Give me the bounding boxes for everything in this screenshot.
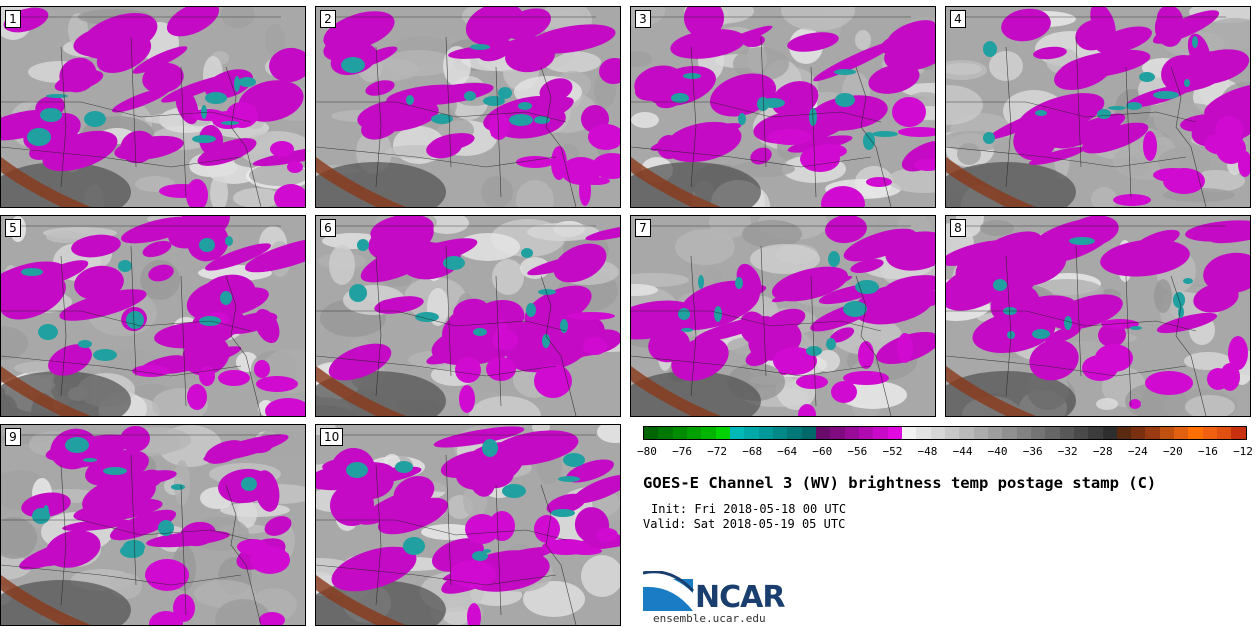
colorbar-segment	[701, 427, 716, 439]
colorbar-segment	[930, 427, 945, 439]
colorbar-segment	[787, 427, 802, 439]
postage-stamp-panel-2: 2	[315, 6, 621, 208]
colorbar-tick-label: −24	[1127, 445, 1148, 458]
ncar-logo	[643, 571, 695, 611]
colorbar-segment	[901, 427, 917, 439]
colorbar-tick-label: −72	[707, 445, 728, 458]
colorbar-tick-label: −48	[917, 445, 938, 458]
colorbar-segment	[644, 427, 659, 439]
wv-map-image	[316, 425, 620, 625]
colorbar-segment	[830, 427, 845, 439]
panel-number-label: 7	[635, 219, 651, 237]
valid-time: Valid: Sat 2018-05-19 05 UTC	[643, 517, 846, 531]
wv-map-image	[631, 7, 935, 207]
colorbar	[643, 426, 1247, 440]
colorbar-segment	[1159, 427, 1175, 439]
colorbar-segment	[844, 427, 859, 439]
colorbar-segment	[758, 427, 773, 439]
colorbar-tick-labels: −80 −76 −72 −68 −64 −60 −56 −52 −48 −44 −40 −36 −32 −…	[637, 445, 1253, 461]
postage-stamp-panel-4: 4	[945, 6, 1251, 208]
colorbar-segment	[1016, 427, 1031, 439]
postage-stamp-panel-7: 7	[630, 215, 936, 417]
colorbar-segment	[658, 427, 673, 439]
colorbar-segment	[887, 427, 902, 439]
colorbar-segment	[1131, 427, 1146, 439]
colorbar-segment	[1202, 427, 1218, 439]
colorbar-tick-label: −32	[1057, 445, 1078, 458]
panel-number-label: 8	[950, 219, 966, 237]
colorbar-tick-label: −44	[952, 445, 973, 458]
panel-number-label: 2	[320, 10, 336, 28]
colorbar-segment	[801, 427, 816, 439]
colorbar-tick-label: −16	[1198, 445, 1218, 458]
colorbar-segment	[1030, 427, 1046, 439]
colorbar-segment	[944, 427, 960, 439]
colorbar-tick-label: −56	[847, 445, 868, 458]
postage-stamp-panel-1: 1	[0, 6, 306, 208]
postage-stamp-panel-9: 9	[0, 424, 306, 626]
colorbar-segment	[1088, 427, 1103, 439]
colorbar-segment	[987, 427, 1003, 439]
wv-map-image	[316, 7, 620, 207]
panel-number-label: 6	[320, 219, 336, 237]
init-time: Init: Fri 2018-05-18 00 UTC	[651, 502, 847, 516]
colorbar-segment	[858, 427, 874, 439]
colorbar-tick-label: −64	[777, 445, 798, 458]
ncar-logo-text: NCAR	[695, 580, 785, 615]
colorbar-segment	[1116, 427, 1132, 439]
colorbar-segment	[873, 427, 888, 439]
colorbar-tick-label: −28	[1092, 445, 1113, 458]
postage-stamp-panel-10: 10	[315, 424, 621, 626]
panel-number-label: 5	[5, 219, 21, 237]
colorbar-tick-label: −40	[987, 445, 1008, 458]
colorbar-segment	[916, 427, 931, 439]
colorbar-segment	[1217, 427, 1232, 439]
figure-title: GOES-E Channel 3 (WV) brightness temp po…	[643, 474, 1157, 492]
postage-stamp-panel-5: 5	[0, 215, 306, 417]
colorbar-segment	[815, 427, 831, 439]
colorbar-tick-label: −80	[637, 445, 657, 458]
colorbar-tick-label: −68	[742, 445, 763, 458]
colorbar-segment	[1174, 427, 1189, 439]
colorbar-segment	[1002, 427, 1017, 439]
panel-number-label: 4	[950, 10, 966, 28]
colorbar-tick-label: −12	[1233, 445, 1253, 458]
colorbar-segment	[1188, 427, 1203, 439]
source-url: ensemble.ucar.edu	[653, 612, 766, 625]
colorbar-segment	[672, 427, 687, 439]
colorbar-tick-label: −76	[672, 445, 692, 458]
colorbar-tick-label: −60	[812, 445, 833, 458]
colorbar-tick-label: −36	[1022, 445, 1043, 458]
colorbar-segment	[1145, 427, 1160, 439]
colorbar-segment	[772, 427, 788, 439]
wv-map-image	[946, 7, 1250, 207]
postage-stamp-panel-6: 6	[315, 215, 621, 417]
colorbar-segment	[715, 427, 730, 439]
colorbar-tick-label: −52	[882, 445, 903, 458]
colorbar-segment	[729, 427, 745, 439]
postage-stamp-panel-8: 8	[945, 215, 1251, 417]
panel-number-label: 1	[5, 10, 21, 28]
postage-stamp-panel-3: 3	[630, 6, 936, 208]
colorbar-segment	[973, 427, 988, 439]
wv-map-image	[946, 216, 1250, 416]
panel-number-label: 10	[320, 428, 344, 446]
colorbar-segment	[959, 427, 974, 439]
colorbar-segment	[744, 427, 759, 439]
colorbar-segment	[1073, 427, 1089, 439]
panel-number-label: 9	[5, 428, 21, 446]
colorbar-segment	[1102, 427, 1117, 439]
wv-map-image	[631, 216, 935, 416]
panel-number-label: 3	[635, 10, 651, 28]
wv-map-image	[1, 425, 305, 625]
wv-map-image	[316, 216, 620, 416]
wv-map-image	[1, 216, 305, 416]
colorbar-segment	[686, 427, 702, 439]
colorbar-segment	[1231, 427, 1246, 439]
wv-map-image	[1, 7, 305, 207]
colorbar-segment	[1045, 427, 1060, 439]
colorbar-tick-label: −20	[1162, 445, 1183, 458]
colorbar-segment	[1059, 427, 1074, 439]
